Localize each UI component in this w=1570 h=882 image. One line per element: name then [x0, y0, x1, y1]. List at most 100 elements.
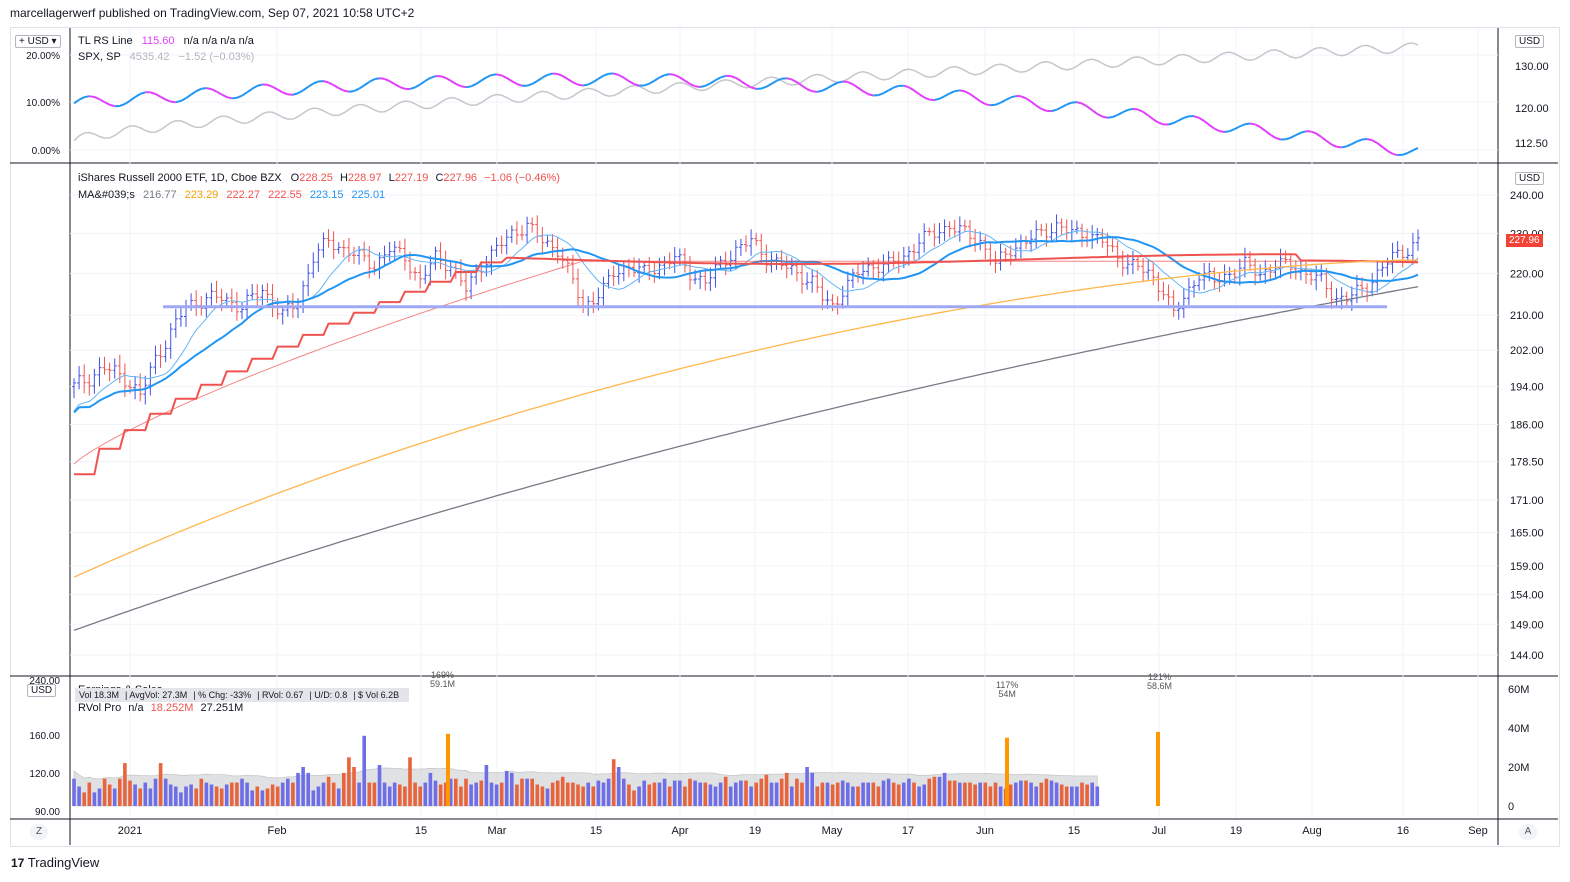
- volume-bar: [448, 778, 453, 806]
- volume-bar: [851, 786, 855, 806]
- rs-line-segment: [175, 99, 182, 104]
- volume-bar: [112, 788, 117, 806]
- volume-bar: [418, 786, 422, 806]
- rs-line-segment: [195, 87, 202, 93]
- rs-line-segment: [832, 81, 839, 87]
- rs-line-segment: [603, 72, 609, 77]
- rs-line-segment: [949, 90, 956, 95]
- rs-line-segment: [282, 91, 289, 96]
- rs-line-segment: [817, 89, 823, 93]
- rs-line-segment: [786, 77, 793, 81]
- volume-bar: [784, 772, 789, 806]
- rs-line-segment: [1249, 122, 1256, 126]
- volume-bar: [622, 778, 626, 806]
- rs-line-segment: [139, 91, 146, 95]
- volume-left-tick-label: 240.00: [29, 676, 60, 687]
- spx-line: [73, 42, 1419, 142]
- rs-right-currency[interactable]: USD: [1515, 35, 1545, 48]
- rs-line-segment: [857, 86, 864, 93]
- volume-bar: [1064, 786, 1069, 806]
- volume-bar: [978, 782, 982, 806]
- rvol-label: RVol Pro: [78, 702, 122, 714]
- rs-line-segment: [73, 98, 80, 105]
- rs-line-segment: [1229, 128, 1236, 133]
- volume-bar: [316, 786, 321, 806]
- volume-bar: [331, 782, 336, 806]
- rs-line-segment: [541, 74, 548, 79]
- volume-bar: [683, 786, 687, 806]
- rs-line-segment: [939, 95, 945, 100]
- price-tick-label: 149.00: [1510, 619, 1544, 631]
- rs-line-segment: [684, 79, 691, 85]
- rs-line-segment: [745, 83, 752, 89]
- volume-bar: [606, 778, 611, 806]
- rs-line-segment: [536, 76, 543, 82]
- price-tick-label: 240.00: [1510, 190, 1544, 202]
- time-tick-label: Apr: [671, 825, 688, 837]
- volume-bar: [815, 786, 820, 806]
- volume-bar: [713, 786, 718, 806]
- rs-line-segment: [160, 95, 167, 101]
- rs-currency-button[interactable]: + USD ▾: [15, 35, 61, 48]
- volume-bar: [642, 780, 646, 806]
- rs-line-segment: [1254, 123, 1261, 128]
- volume-bar: [209, 784, 214, 806]
- price-tick-label: 165.00: [1510, 527, 1544, 539]
- rs-line-segment: [409, 86, 416, 90]
- volume-bar: [1014, 782, 1018, 806]
- volume-bar: [72, 778, 76, 806]
- rs-line-segment: [297, 89, 304, 95]
- zoom-reset-button[interactable]: Z: [30, 824, 48, 840]
- auto-scale-button[interactable]: A: [1519, 824, 1537, 840]
- rs-line-segment: [302, 85, 309, 92]
- stat-rvol: RVol: 0.67: [261, 690, 304, 700]
- ma-150-line: [73, 259, 1418, 578]
- rs-line-segment: [1040, 107, 1047, 112]
- rs-line-segment: [109, 103, 116, 108]
- volume-bar: [662, 778, 667, 806]
- rs-line-segment: [1168, 122, 1174, 126]
- rs-line-segment: [567, 78, 574, 84]
- rs-line-segment: [1178, 117, 1185, 122]
- volume-bar: [326, 776, 331, 807]
- volume-bar: [1090, 782, 1094, 806]
- rvol-value-1: 18.252M: [150, 702, 194, 714]
- volume-bar: [734, 782, 738, 806]
- time-tick-label: 19: [1230, 825, 1242, 837]
- price-legend: iShares Russell 2000 ETF, 1D, Cboe BZX O…: [78, 172, 560, 184]
- volume-left-tick-label: 160.00: [29, 731, 60, 742]
- rs-line-segment: [516, 83, 523, 87]
- tradingview-logo: 17 TradingView: [11, 855, 100, 870]
- vol-annotation-3-vol: 58.6M: [1147, 681, 1173, 691]
- rs-line-segment: [475, 79, 482, 85]
- volume-left-currency[interactable]: USD: [27, 684, 57, 697]
- volume-bar: [1029, 782, 1033, 806]
- rs-line-segment: [572, 81, 579, 86]
- rs-line-segment: [353, 87, 360, 92]
- price-tick-label: 159.00: [1510, 561, 1544, 573]
- price-tick-label: 154.00: [1510, 590, 1544, 602]
- volume-bar: [591, 786, 596, 806]
- volume-bar: [474, 782, 478, 806]
- rs-line-segment: [465, 85, 472, 89]
- volume-bar: [189, 784, 193, 806]
- volume-bar: [306, 772, 310, 806]
- rs-line-segment: [903, 84, 910, 89]
- spx-label: SPX, SP: [78, 51, 121, 63]
- price-right-currency[interactable]: USD: [1515, 172, 1545, 185]
- rs-line-segment: [119, 103, 126, 107]
- volume-bar: [1049, 780, 1054, 806]
- instrument-title: iShares Russell 2000 ETF, 1D, Cboe BZX: [78, 172, 282, 184]
- rs-line-segment: [419, 80, 426, 86]
- rs-line-segment: [323, 80, 329, 84]
- rs-line-segment: [190, 90, 197, 96]
- rs-line-segment: [124, 99, 131, 105]
- rs-line-segment: [679, 76, 686, 82]
- price-tick-label: 210.00: [1510, 310, 1544, 322]
- time-tick-label: Feb: [268, 825, 287, 837]
- rs-line-segment: [445, 77, 452, 82]
- rs-line-segment: [882, 89, 890, 95]
- volume-bar: [245, 782, 249, 806]
- rs-line-segment: [485, 74, 492, 79]
